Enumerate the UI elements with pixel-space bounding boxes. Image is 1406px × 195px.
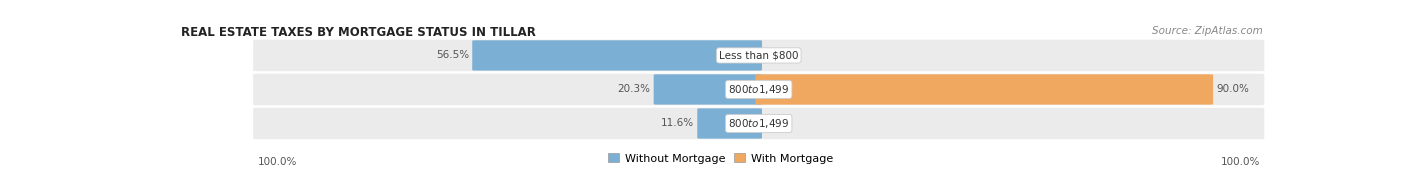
FancyBboxPatch shape xyxy=(755,74,1213,105)
Text: 0.0%: 0.0% xyxy=(765,119,792,129)
FancyBboxPatch shape xyxy=(654,74,762,105)
Text: 100.0%: 100.0% xyxy=(257,157,297,167)
Text: REAL ESTATE TAXES BY MORTGAGE STATUS IN TILLAR: REAL ESTATE TAXES BY MORTGAGE STATUS IN … xyxy=(181,26,536,39)
Text: 90.0%: 90.0% xyxy=(1216,84,1250,94)
FancyBboxPatch shape xyxy=(253,40,1264,71)
FancyBboxPatch shape xyxy=(253,108,1264,139)
Text: 20.3%: 20.3% xyxy=(617,84,651,94)
Text: 0.0%: 0.0% xyxy=(765,51,792,60)
Text: 11.6%: 11.6% xyxy=(661,119,695,129)
FancyBboxPatch shape xyxy=(253,74,1264,105)
Text: Less than $800: Less than $800 xyxy=(718,51,799,60)
Legend: Without Mortgage, With Mortgage: Without Mortgage, With Mortgage xyxy=(603,149,838,168)
Text: 100.0%: 100.0% xyxy=(1220,157,1260,167)
Text: 56.5%: 56.5% xyxy=(436,51,470,60)
Text: Source: ZipAtlas.com: Source: ZipAtlas.com xyxy=(1153,26,1263,36)
Text: $800 to $1,499: $800 to $1,499 xyxy=(728,83,789,96)
FancyBboxPatch shape xyxy=(697,108,762,139)
Text: $800 to $1,499: $800 to $1,499 xyxy=(728,117,789,130)
FancyBboxPatch shape xyxy=(472,40,762,71)
